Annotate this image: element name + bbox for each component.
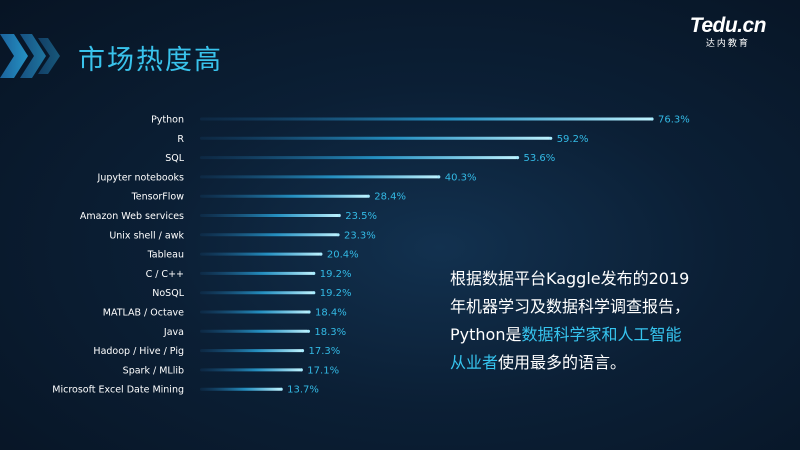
value-label: 23.5% xyxy=(345,211,377,222)
value-label: 19.2% xyxy=(320,288,352,299)
category-label: Jupyter notebooks xyxy=(97,172,185,183)
bar-tip xyxy=(650,117,654,121)
bar xyxy=(200,233,339,237)
bar xyxy=(200,310,310,314)
bar-tip xyxy=(366,194,370,198)
bar-tip xyxy=(437,175,441,179)
bar xyxy=(200,349,303,353)
category-label: Tableau xyxy=(147,250,184,261)
category-label: Java xyxy=(163,327,184,338)
category-label: NoSQL xyxy=(152,288,184,299)
bar-tip xyxy=(299,368,303,372)
category-label: TensorFlow xyxy=(131,192,185,203)
value-label: 76.3% xyxy=(658,115,690,126)
bar-tip xyxy=(515,156,520,160)
bar-tip xyxy=(336,233,340,237)
note-line-3-a: Python是 xyxy=(450,325,522,344)
category-label: Hadoop / Hive / Pig xyxy=(93,346,184,357)
bar xyxy=(200,252,321,256)
value-label: 40.3% xyxy=(445,172,477,183)
note-line-3: Python是数据科学家和人工智能 xyxy=(450,321,770,349)
bar xyxy=(200,194,369,198)
page-title: 市场热度高 xyxy=(78,45,223,76)
bar-chart: Python 76.3% R 59.2% SQL 53.6% Jupyter noteboo… xyxy=(52,115,690,396)
category-label: Microsoft Excel Date Mining xyxy=(52,385,184,396)
value-label: 17.3% xyxy=(308,346,340,357)
value-label: 53.6% xyxy=(524,153,556,164)
category-label: MATLAB / Octave xyxy=(103,308,184,319)
category-label: Amazon Web services xyxy=(80,211,184,222)
brand-name: Tedu.cn xyxy=(689,14,767,37)
value-label: 23.3% xyxy=(344,230,376,241)
summary-note: 根据数据平台Kaggle发布的2019 年机器学习及数据科学调查报告， Pyth… xyxy=(450,265,770,377)
bar xyxy=(200,291,314,295)
bar xyxy=(200,214,340,217)
category-label: C / C++ xyxy=(146,269,184,280)
category-label: Spark / MLlib xyxy=(123,365,184,376)
note-highlight-2: 从业者 xyxy=(450,353,499,372)
bar-tip xyxy=(312,291,316,295)
bar-tip xyxy=(549,136,553,140)
value-label: 28.4% xyxy=(374,192,406,203)
note-line-2: 年机器学习及数据科学调查报告， xyxy=(450,297,691,316)
note-line-4-b: 使用最多的语言。 xyxy=(498,353,627,372)
brand-subtitle: 达内教育 xyxy=(705,39,750,49)
bar xyxy=(200,329,309,333)
bar xyxy=(200,368,302,372)
bar xyxy=(200,156,518,160)
bar xyxy=(200,271,314,275)
bar xyxy=(200,387,282,391)
bar-tip xyxy=(279,387,283,391)
bar-tip xyxy=(300,349,305,353)
bar xyxy=(200,175,439,179)
chevron-decoration-icon xyxy=(0,34,60,78)
category-label: Unix shell / awk xyxy=(109,230,184,241)
bar xyxy=(200,117,652,121)
value-label: 18.4% xyxy=(315,308,347,319)
bar-tip xyxy=(307,310,311,314)
category-label: SQL xyxy=(165,153,185,164)
category-label: R xyxy=(177,134,184,145)
bar-tip xyxy=(319,252,323,256)
note-line-1: 根据数据平台Kaggle发布的2019 xyxy=(450,269,690,288)
value-label: 13.7% xyxy=(287,385,319,396)
bar-tip xyxy=(337,213,341,218)
value-label: 59.2% xyxy=(557,134,589,145)
bar xyxy=(200,136,551,140)
category-label: Python xyxy=(151,115,184,126)
value-label: 19.2% xyxy=(320,269,352,280)
note-line-4: 从业者使用最多的语言。 xyxy=(450,349,770,377)
bar-tip xyxy=(312,271,316,275)
bar-tip xyxy=(306,329,311,333)
value-label: 20.4% xyxy=(327,250,359,261)
value-label: 17.1% xyxy=(307,365,339,376)
brand-logo: Tedu.cn 达内教育 xyxy=(689,14,767,49)
note-highlight-1: 数据科学家和人工智能 xyxy=(521,325,682,344)
value-label: 18.3% xyxy=(314,327,346,338)
